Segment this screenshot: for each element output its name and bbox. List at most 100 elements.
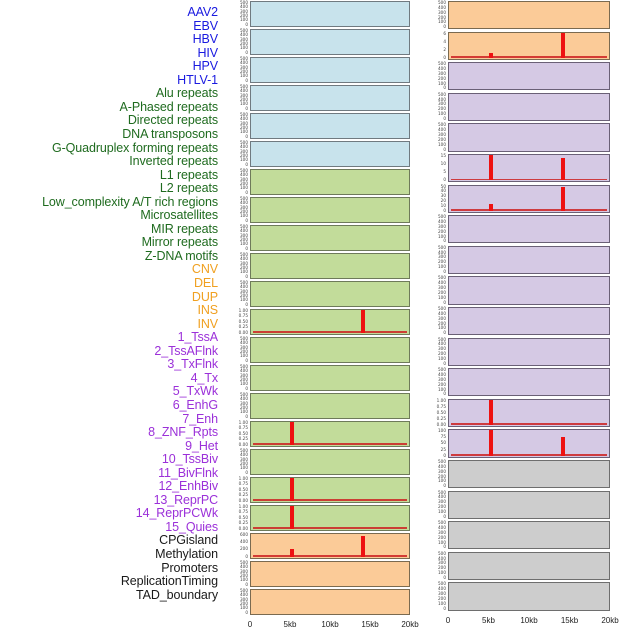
y-tick-label: 40 — [440, 188, 446, 194]
y-tick-label: 200 — [438, 75, 446, 81]
y-axis-ticks: 500 400 300 200 100 0 — [228, 0, 249, 27]
x-axis: 0 5kb 10kb 15kb 20kb — [446, 614, 619, 630]
y-tick-label: 200 — [240, 40, 248, 46]
row-label-htlv-1: HTLV-1 — [177, 72, 218, 87]
y-axis-ticks: 500 400 300 200 100 0 — [228, 560, 249, 587]
y-axis-ticks: 500 400 300 200 100 0 — [228, 196, 249, 223]
y-tick-label: 500 — [438, 520, 446, 526]
row-label-hbv: HBV — [192, 32, 219, 47]
row-label-directed-repeats: Directed repeats — [127, 113, 218, 128]
y-tick-label: 300 — [240, 36, 248, 42]
track-row — [448, 92, 610, 121]
data-baseline — [253, 527, 407, 529]
y-tick-label: 0 — [443, 391, 446, 397]
y-tick-label: 300 — [438, 254, 446, 260]
data-baseline — [451, 178, 607, 181]
y-tick-label: 300 — [438, 499, 446, 505]
row-label-hpv: HPV — [192, 59, 219, 74]
row-label-13-reprpc: 13_ReprPC — [153, 492, 219, 507]
data-baseline — [451, 56, 607, 58]
row-label-alu-repeats: Alu repeats — [155, 86, 218, 101]
y-axis-ticks: 500 400 300 200 100 0 — [228, 56, 249, 83]
y-tick-label: 0 — [443, 115, 446, 121]
y-axis-ticks: 500 400 300 200 100 0 — [228, 280, 249, 307]
y-tick-label: 500 — [240, 448, 248, 453]
y-tick-label: 200 — [438, 289, 446, 295]
track-row — [448, 1, 610, 30]
y-tick-label: 100 — [240, 45, 248, 51]
y-tick-label: 200 — [240, 152, 248, 158]
data-spike — [488, 203, 493, 211]
data-spike — [290, 478, 295, 501]
x-tick-label: 20kb — [401, 620, 419, 629]
y-axis-ticks: 1.00 0.75 0.50 0.25 0.00 — [228, 476, 249, 503]
data-baseline — [253, 555, 407, 557]
y-tick-label: 400 — [240, 116, 248, 122]
track-row — [448, 490, 610, 519]
y-tick-label: 0 — [443, 207, 446, 213]
y-tick-label: 200 — [438, 136, 446, 142]
row-label-5-txwk: 5_TxWk — [172, 384, 218, 399]
data-spike — [488, 430, 493, 456]
row-label-low-complexity-a-t-rich-regions: Low_complexity A/T rich regions — [42, 194, 218, 209]
y-tick-label: 500 — [438, 61, 446, 67]
y-tick-label: 0.50 — [238, 318, 248, 324]
y-axis-ticks: 500 400 300 200 100 0 — [426, 92, 447, 121]
y-tick-label: 300 — [240, 344, 248, 350]
y-tick-label: 300 — [240, 64, 248, 70]
y-tick-label: 500 — [438, 214, 446, 220]
y-axis-ticks: 500 400 300 200 100 0 — [426, 244, 447, 274]
y-axis-ticks: 500 400 300 200 100 0 — [228, 140, 249, 167]
y-tick-label: 200 — [438, 106, 446, 112]
y-tick-label: 400 — [240, 452, 248, 458]
data-baseline — [253, 331, 407, 333]
y-tick-label: 1.00 — [238, 308, 248, 313]
y-tick-label: 200 — [240, 208, 248, 214]
y-tick-label: 500 — [438, 244, 446, 250]
y-tick-label: 0 — [443, 574, 446, 580]
y-tick-label: 0 — [443, 238, 446, 244]
y-tick-label: 0.00 — [238, 329, 248, 335]
row-label-2-tssaflnk: 2_TssAFlnk — [154, 343, 218, 358]
y-tick-label: 300 — [240, 372, 248, 378]
row-label-ebv: EBV — [193, 18, 218, 33]
y-tick-label: 200 — [240, 404, 248, 410]
y-axis-ticks: 500 400 300 200 100 0 — [228, 84, 249, 111]
y-tick-label: 0 — [245, 189, 248, 195]
y-tick-label: 300 — [240, 260, 248, 266]
track-row — [250, 57, 410, 83]
y-tick-label: 0.00 — [238, 525, 248, 531]
y-axis-ticks: 1.00 0.75 0.50 0.25 0.00 — [228, 420, 249, 447]
x-tick-label: 10kb — [321, 620, 339, 629]
y-tick-label: 400 — [438, 280, 446, 286]
y-tick-label: 0 — [443, 513, 446, 519]
y-tick-label: 300 — [240, 456, 248, 462]
y-tick-label: 500 — [240, 588, 248, 593]
y-tick-label: 100 — [438, 600, 446, 606]
y-tick-label: 400 — [240, 256, 248, 262]
track-row — [250, 113, 410, 139]
y-tick-label: 0.50 — [238, 514, 248, 520]
y-tick-label: 200 — [240, 546, 248, 552]
y-tick-label: 0 — [245, 21, 248, 27]
y-tick-label: 4 — [443, 38, 446, 44]
y-tick-label: 0.75 — [436, 403, 446, 409]
y-tick-label: 100 — [240, 157, 248, 163]
row-label-tad-boundary: TAD_boundary — [136, 587, 218, 602]
row-label-column: AAV2 EBV HBV HIV HPV HTLV-1 Alu repeats A-Phase… — [0, 0, 224, 630]
y-tick-label: 100 — [438, 355, 446, 361]
y-tick-label: 100 — [240, 577, 248, 583]
y-tick-label: 500 — [240, 168, 248, 173]
y-tick-label: 500 — [438, 550, 446, 556]
y-tick-label: 20 — [440, 198, 446, 204]
track-row — [448, 215, 610, 244]
y-tick-label: 100 — [438, 428, 446, 434]
data-spike — [488, 155, 493, 181]
y-tick-label: 500 — [438, 489, 446, 495]
track-row — [448, 429, 610, 458]
y-tick-label: 0 — [245, 161, 248, 167]
y-tick-label: 400 — [240, 396, 248, 402]
y-tick-label: 10 — [440, 202, 446, 208]
y-tick-label: 400 — [240, 284, 248, 290]
data-spike — [290, 549, 295, 557]
